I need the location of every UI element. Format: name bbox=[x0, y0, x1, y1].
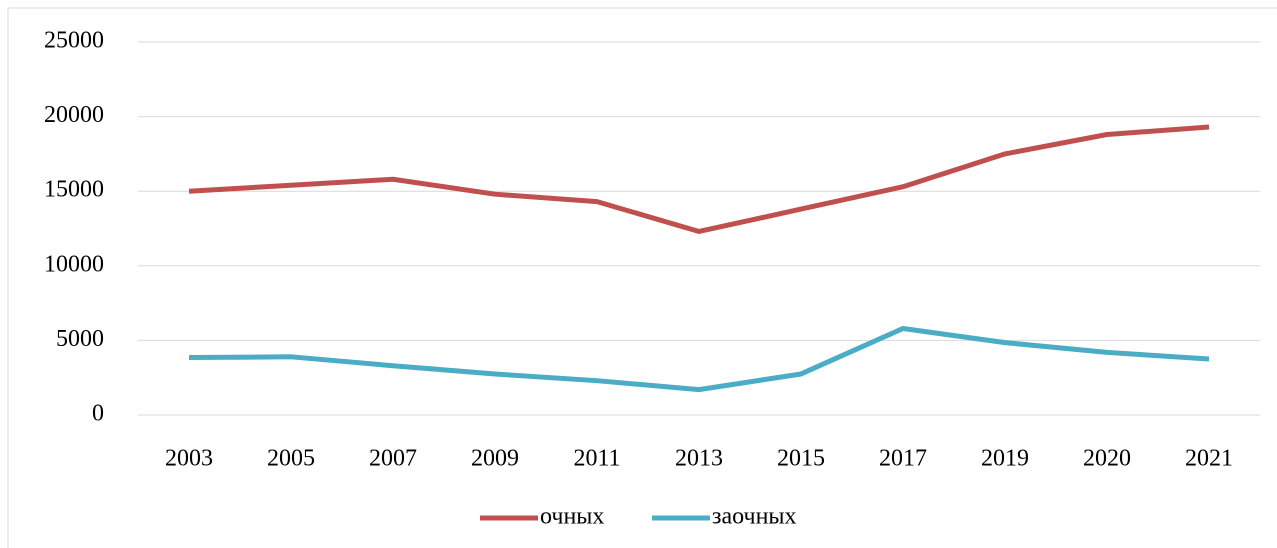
y-tick-label: 0 bbox=[92, 401, 104, 427]
legend-label: заочных bbox=[712, 504, 797, 530]
x-tick-label: 2017 bbox=[879, 446, 927, 472]
x-tick-label: 2015 bbox=[777, 446, 825, 472]
chart-frame bbox=[7, 7, 1277, 548]
x-tick-label: 2021 bbox=[1185, 446, 1233, 472]
x-tick-label: 2020 bbox=[1083, 446, 1131, 472]
x-tick-label: 2003 bbox=[165, 446, 213, 472]
y-tick-label: 20000 bbox=[44, 102, 104, 128]
y-tick-label: 25000 bbox=[44, 28, 104, 54]
series-line bbox=[188, 325, 1210, 393]
legend-label: очных bbox=[540, 504, 604, 530]
series-line bbox=[188, 124, 1210, 234]
x-tick-label: 2013 bbox=[675, 446, 723, 472]
x-tick-label: 2007 bbox=[369, 446, 417, 472]
x-tick-label: 2009 bbox=[471, 446, 519, 472]
x-tick-label: 2019 bbox=[981, 446, 1029, 472]
y-tick-label: 5000 bbox=[56, 326, 104, 352]
y-tick-label: 10000 bbox=[44, 251, 104, 277]
x-tick-label: 2005 bbox=[267, 446, 315, 472]
x-tick-label: 2011 bbox=[573, 446, 620, 472]
y-tick-label: 15000 bbox=[44, 177, 104, 203]
